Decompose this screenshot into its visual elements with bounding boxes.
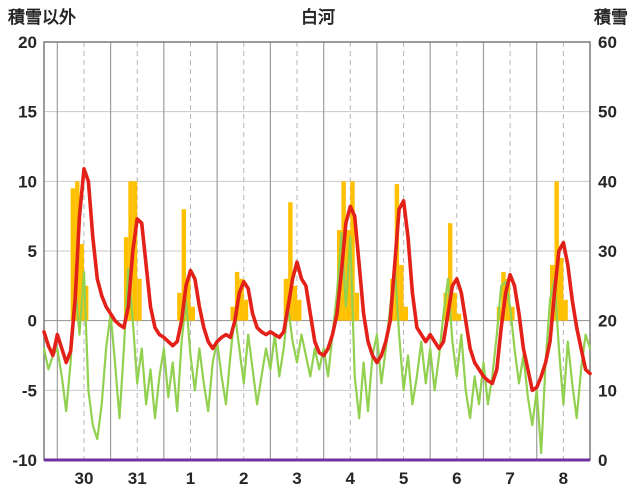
sunshine-bar [510,306,515,321]
right-axis-tick: 60 [598,33,617,52]
x-axis-day-label: 7 [505,469,514,488]
right-axis-tick: 40 [598,172,617,191]
sunshine-bar [239,278,244,321]
sunshine-bar [128,181,133,321]
sunshine-bar [443,292,448,321]
right-axis-tick: 0 [598,451,607,470]
left-axis-tick: 0 [28,312,37,331]
sunshine-bar [70,188,76,321]
sunshine-bar [354,292,360,321]
chart-title: 白河 [301,8,335,27]
sunshine-bar [177,292,182,321]
sunshine-bar [283,278,289,321]
sunshine-bar [447,223,453,321]
sunshine-bar [558,257,564,321]
sunshine-bar [452,292,457,321]
sunshine-bar [399,264,404,321]
sunshine-bar [137,278,142,321]
sunshine-bar [132,181,138,321]
left-axis-tick: 5 [28,242,37,261]
sunshine-bar [297,299,302,321]
sunshine-bar [288,202,293,321]
x-axis-day-label: 4 [346,469,356,488]
right-axis-tick: 50 [598,103,617,122]
sunshine-bar [456,313,462,321]
x-axis-day-label: 1 [186,469,195,488]
x-axis-day-label: 5 [399,469,408,488]
right-axis-tick: 20 [598,312,617,331]
green-line [42,231,592,455]
sunshine-bar [230,306,235,321]
sunshine-bar [292,285,298,321]
x-axis-day-label: 2 [239,469,248,488]
x-axis-day-label: 6 [452,469,461,488]
right-axis-tick: 30 [598,242,617,261]
x-axis-day-label: 8 [559,469,568,488]
red-line [42,167,592,393]
left-axis-tick: -10 [12,451,37,470]
sunshine-bar [243,299,249,321]
x-axis-day-label: 31 [128,469,147,488]
sunshine-bar [79,244,84,321]
left-axis-tick: -5 [22,381,37,400]
left-axis-tick: 10 [18,172,37,191]
x-axis-day-label: 30 [74,469,93,488]
right-axis-tick: 10 [598,381,617,400]
left-axis-tick: 20 [18,33,37,52]
sunshine-bar [181,209,187,321]
sunshine-bar [554,181,559,321]
sunshine-bar [186,278,191,321]
sunshine-bar [403,306,408,321]
sunshine-bar [190,306,195,321]
sunshine-bar [563,299,568,321]
sunshine-bar [123,237,129,321]
left-axis-title: 積雪以外 [8,8,76,27]
x-axis-day-label: 3 [292,469,301,488]
right-axis-title: 積雪 [594,8,628,27]
left-axis-tick: 15 [18,103,37,122]
sunshine-bar [350,181,355,321]
